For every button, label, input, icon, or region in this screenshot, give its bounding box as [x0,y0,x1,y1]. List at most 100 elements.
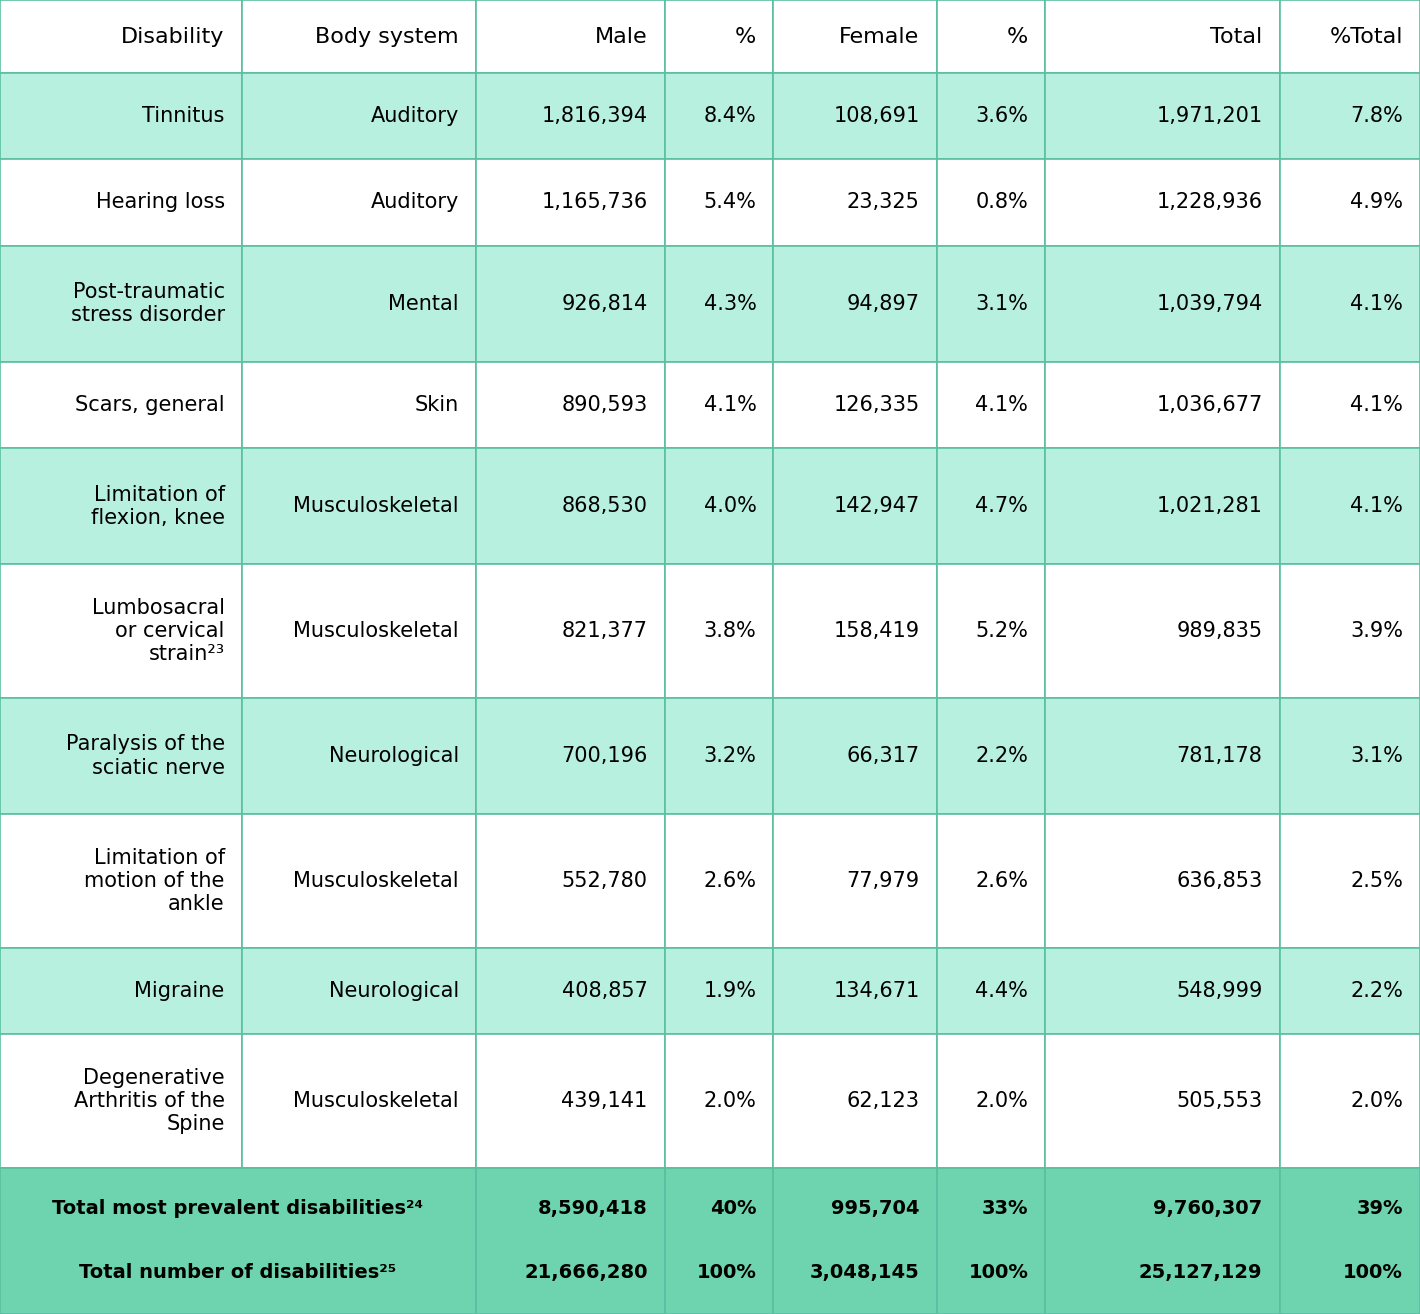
Text: Total number of disabilities²⁵: Total number of disabilities²⁵ [80,1264,396,1282]
Bar [476,947,665,1034]
Text: 3.2%: 3.2% [703,746,757,766]
Text: %: % [1007,26,1028,46]
Bar [1279,74,1420,159]
Bar [1279,815,1420,947]
Bar [1279,159,1420,246]
Text: 1,021,281: 1,021,281 [1157,497,1262,516]
Bar [1045,698,1279,815]
Text: 1,228,936: 1,228,936 [1156,192,1262,213]
Text: Body system: Body system [315,26,459,46]
Text: Male: Male [595,26,648,46]
Bar [0,1034,241,1168]
Bar [665,565,774,698]
Bar [774,1168,937,1314]
Text: 9,760,307: 9,760,307 [1153,1200,1262,1218]
Text: Total: Total [1210,26,1262,46]
Bar [774,815,937,947]
Text: Skin: Skin [415,396,459,415]
Bar [1279,448,1420,565]
Bar [476,74,665,159]
Bar [937,74,1045,159]
Text: 108,691: 108,691 [834,106,920,126]
Bar [665,448,774,565]
Text: Paralysis of the
sciatic nerve: Paralysis of the sciatic nerve [65,735,224,778]
Text: 39%: 39% [1356,1200,1403,1218]
Text: Auditory: Auditory [371,106,459,126]
Text: 4.1%: 4.1% [703,396,757,415]
Bar [1279,361,1420,448]
Text: 4.4%: 4.4% [976,980,1028,1001]
Text: 1,036,677: 1,036,677 [1156,396,1262,415]
Text: 23,325: 23,325 [846,192,920,213]
Text: 100%: 100% [697,1264,757,1282]
Bar [1045,1168,1279,1314]
Text: 4.1%: 4.1% [1350,497,1403,516]
Text: 505,553: 505,553 [1176,1091,1262,1110]
Bar [476,565,665,698]
Bar [241,246,476,361]
Text: 4.1%: 4.1% [976,396,1028,415]
Bar [937,815,1045,947]
Text: 4.1%: 4.1% [1350,294,1403,314]
Text: 1,039,794: 1,039,794 [1156,294,1262,314]
Text: 2.6%: 2.6% [976,871,1028,891]
Bar [665,361,774,448]
Text: 781,178: 781,178 [1177,746,1262,766]
Bar [937,698,1045,815]
Text: 126,335: 126,335 [834,396,920,415]
Text: 158,419: 158,419 [834,622,920,641]
Text: 7.8%: 7.8% [1350,106,1403,126]
Bar [0,565,241,698]
Text: 33%: 33% [981,1200,1028,1218]
Text: Limitation of
flexion, knee: Limitation of flexion, knee [91,485,224,528]
Bar [1279,1034,1420,1168]
Bar [0,0,241,74]
Bar [0,698,241,815]
Text: Migraine: Migraine [135,980,224,1001]
Bar [937,947,1045,1034]
Text: Scars, general: Scars, general [75,396,224,415]
Text: Female: Female [839,26,920,46]
Bar [0,361,241,448]
Bar [774,698,937,815]
Bar [476,815,665,947]
Bar [0,815,241,947]
Bar [1045,0,1279,74]
Text: 3.1%: 3.1% [1350,746,1403,766]
Text: 8,590,418: 8,590,418 [538,1200,648,1218]
Bar [241,565,476,698]
Text: 4.9%: 4.9% [1350,192,1403,213]
Bar [665,159,774,246]
Bar [1045,74,1279,159]
Bar [241,1168,476,1314]
Text: %: % [736,26,757,46]
Text: 5.2%: 5.2% [976,622,1028,641]
Bar [1279,565,1420,698]
Bar [774,0,937,74]
Text: 1.9%: 1.9% [703,980,757,1001]
Bar [1279,246,1420,361]
Bar [0,74,241,159]
Text: Auditory: Auditory [371,192,459,213]
Text: 2.5%: 2.5% [1350,871,1403,891]
Text: 100%: 100% [968,1264,1028,1282]
Text: 142,947: 142,947 [834,497,920,516]
Text: Musculoskeletal: Musculoskeletal [293,497,459,516]
Bar [1045,815,1279,947]
Text: 552,780: 552,780 [562,871,648,891]
Text: Neurological: Neurological [328,746,459,766]
Bar [774,361,937,448]
Bar [774,1034,937,1168]
Text: Disability: Disability [121,26,224,46]
Bar [476,1034,665,1168]
Text: 821,377: 821,377 [562,622,648,641]
Text: 62,123: 62,123 [846,1091,920,1110]
Text: 4.0%: 4.0% [703,497,757,516]
Bar [1279,1168,1420,1314]
Bar [937,246,1045,361]
Text: Lumbosacral
or cervical
strain²³: Lumbosacral or cervical strain²³ [92,598,224,665]
Text: Total most prevalent disabilities²⁴: Total most prevalent disabilities²⁴ [53,1200,423,1218]
Text: 8.4%: 8.4% [704,106,757,126]
Bar [241,159,476,246]
Text: 2.0%: 2.0% [976,1091,1028,1110]
